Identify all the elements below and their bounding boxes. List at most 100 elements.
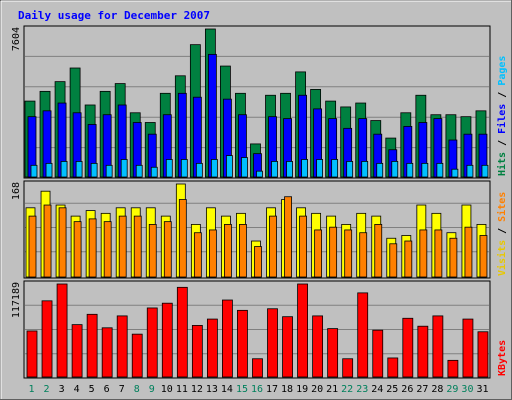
bar-pages-day-27 <box>421 162 429 178</box>
bar-pages-day-21 <box>331 159 339 178</box>
bar-pages-day-11 <box>180 159 188 178</box>
bar-pages-day-8 <box>135 164 143 178</box>
bar-kbytes-day-28 <box>432 315 444 378</box>
x-tick-label-day-17: 17 <box>266 384 278 395</box>
y-max-label: 7604 <box>11 27 22 51</box>
bar-sites-day-20 <box>314 229 323 278</box>
bar-pages-day-26 <box>406 162 414 178</box>
label-separator: / <box>497 222 508 240</box>
bar-sites-day-10 <box>163 221 172 278</box>
bar-pages-day-18 <box>286 161 293 178</box>
bar-sites-day-22 <box>344 229 353 278</box>
bar-kbytes-day-22 <box>342 358 354 378</box>
bar-files-day-13 <box>207 53 217 178</box>
x-tick-label-day-19: 19 <box>296 384 308 395</box>
bar-kbytes-day-16 <box>252 358 263 378</box>
bar-kbytes-day-29 <box>447 359 459 378</box>
bar-kbytes-day-25 <box>387 357 399 378</box>
bar-pages-day-12 <box>195 162 203 178</box>
bar-kbytes-day-7 <box>116 315 128 378</box>
bar-kbytes-day-17 <box>267 308 278 378</box>
bar-pages-day-23 <box>361 161 369 178</box>
bar-pages-day-10 <box>165 159 173 178</box>
bar-pages-day-25 <box>391 161 399 178</box>
bar-pages-day-16 <box>256 170 263 178</box>
bar-pages-day-22 <box>346 161 354 178</box>
x-tick-label-day-15: 15 <box>236 384 248 395</box>
label-separator: / <box>497 86 508 104</box>
label-separator: / <box>497 134 508 152</box>
bar-kbytes-day-27 <box>417 325 429 378</box>
bar-kbytes-day-3 <box>56 283 68 378</box>
bar-pages-day-30 <box>466 164 474 178</box>
x-tick-label-day-3: 3 <box>59 384 65 395</box>
y-max-label: 117189 <box>11 282 22 318</box>
bar-kbytes-day-30 <box>462 318 474 378</box>
x-tick-label-day-31: 31 <box>476 384 488 395</box>
bar-pages-day-20 <box>316 159 324 178</box>
x-tick-label-day-25: 25 <box>386 384 398 395</box>
chart-title: Daily usage for December 2007 <box>18 9 210 22</box>
x-tick-label-day-20: 20 <box>311 384 323 395</box>
bar-kbytes-day-8 <box>131 333 143 378</box>
bar-kbytes-day-14 <box>222 299 233 378</box>
x-tick-label-day-6: 6 <box>104 384 110 395</box>
bar-kbytes-day-26 <box>402 317 414 378</box>
bar-sites-day-12 <box>193 232 202 278</box>
x-tick-label-day-24: 24 <box>371 384 383 395</box>
bar-kbytes-day-24 <box>372 329 384 378</box>
bar-pages-day-1 <box>30 164 38 178</box>
bar-kbytes-day-15 <box>237 309 248 378</box>
bar-pages-day-15 <box>241 157 248 178</box>
bar-sites-day-4 <box>73 221 82 278</box>
bar-sites-day-9 <box>148 224 157 278</box>
x-tick-label-day-4: 4 <box>74 384 80 395</box>
bar-sites-day-13 <box>208 229 217 278</box>
series-label-hits: Hits <box>496 152 508 176</box>
x-tick-label-day-9: 9 <box>149 384 155 395</box>
bar-sites-day-19 <box>299 215 307 278</box>
x-tick-label-day-16: 16 <box>251 384 263 395</box>
bar-pages-day-29 <box>451 168 459 178</box>
x-tick-label-day-27: 27 <box>416 384 428 395</box>
bar-pages-day-4 <box>75 161 83 178</box>
bar-pages-day-9 <box>150 166 158 178</box>
bar-pages-day-3 <box>60 161 68 178</box>
bar-kbytes-day-20 <box>312 315 324 378</box>
bar-kbytes-day-11 <box>176 286 188 378</box>
bar-pages-day-6 <box>105 164 113 178</box>
panel-kbytes: 117189 KBytes <box>11 280 508 379</box>
x-tick-label-day-26: 26 <box>401 384 413 395</box>
bar-kbytes-day-23 <box>357 292 369 378</box>
series-label-sites: Sites <box>496 192 508 222</box>
bar-kbytes-day-13 <box>206 318 218 378</box>
bar-pages-day-13 <box>210 159 218 178</box>
series-label-kbytes: KBytes <box>497 340 508 376</box>
x-tick-label-day-5: 5 <box>89 384 95 395</box>
x-tick-label-day-12: 12 <box>191 384 203 395</box>
x-tick-label-day-28: 28 <box>431 384 443 395</box>
bar-kbytes-day-4 <box>71 324 83 378</box>
bar-kbytes-day-19 <box>297 283 308 378</box>
bar-kbytes-day-5 <box>86 313 98 378</box>
bar-sites-day-25 <box>389 243 398 278</box>
x-tick-label-day-14: 14 <box>221 384 233 395</box>
bar-sites-day-2 <box>43 204 52 278</box>
panel-pages_files_hits: 7604 Hits / Files / Pages <box>11 25 508 179</box>
bar-sites-day-14 <box>224 224 232 278</box>
bar-pages-day-28 <box>436 162 444 178</box>
bar-sites-day-27 <box>419 229 428 278</box>
x-tick-label-day-7: 7 <box>119 384 125 395</box>
bar-sites-day-29 <box>449 237 458 278</box>
series-label-files: Files <box>496 104 508 134</box>
x-tick-label-day-22: 22 <box>341 384 353 395</box>
x-tick-label-day-10: 10 <box>161 384 173 395</box>
x-tick-label-day-11: 11 <box>176 384 188 395</box>
bar-sites-day-6 <box>103 221 112 278</box>
bar-sites-day-30 <box>464 226 473 278</box>
bar-kbytes-day-1 <box>26 330 38 378</box>
x-tick-label-day-13: 13 <box>206 384 218 395</box>
bar-sites-day-26 <box>404 240 413 278</box>
x-tick-label-day-30: 30 <box>461 384 473 395</box>
bar-sites-day-7 <box>118 215 127 278</box>
